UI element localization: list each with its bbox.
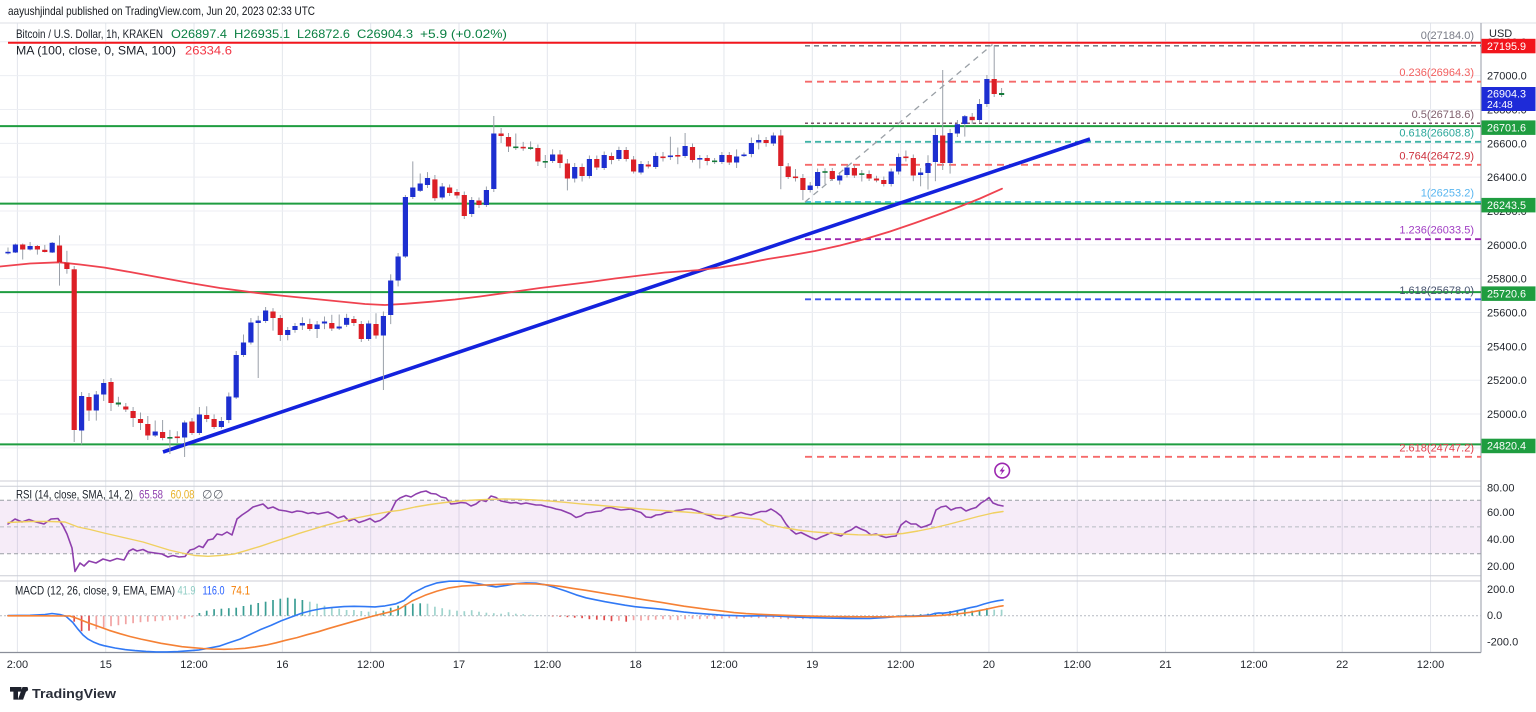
svg-text:26600.0: 26600.0 (1487, 138, 1527, 150)
svg-text:MA (100, close, 0, SMA, 100): MA (100, close, 0, SMA, 100) (16, 44, 176, 58)
svg-text:25720.6: 25720.6 (1487, 288, 1526, 300)
svg-text:41.9: 41.9 (178, 584, 196, 598)
svg-text:USD: USD (1489, 28, 1512, 40)
svg-text:60.08: 60.08 (171, 488, 195, 502)
svg-text:12:00: 12:00 (357, 659, 385, 671)
svg-text:0.236(26964.3): 0.236(26964.3) (1399, 67, 1474, 79)
svg-text:0(27184.0): 0(27184.0) (1421, 30, 1474, 42)
svg-text:24:48: 24:48 (1487, 100, 1513, 111)
svg-text:1.618(25678.0): 1.618(25678.0) (1399, 285, 1474, 297)
svg-text:27195.9: 27195.9 (1487, 41, 1526, 53)
svg-text:25000.0: 25000.0 (1487, 409, 1527, 421)
svg-text:26243.5: 26243.5 (1487, 200, 1526, 212)
svg-text:60.00: 60.00 (1487, 507, 1515, 519)
svg-text:2.618(24747.2): 2.618(24747.2) (1399, 442, 1474, 454)
svg-text:12:00: 12:00 (710, 659, 738, 671)
svg-text:80.00: 80.00 (1487, 483, 1515, 495)
svg-text:116.0: 116.0 (203, 584, 225, 598)
svg-text:24820.4: 24820.4 (1487, 441, 1526, 453)
svg-text:O26897.4: O26897.4 (171, 27, 227, 41)
svg-text:Bitcoin / U.S. Dollar, 1h, KRA: Bitcoin / U.S. Dollar, 1h, KRAKEN (16, 27, 163, 41)
svg-text:TradingView: TradingView (32, 686, 117, 701)
svg-text:27000.0: 27000.0 (1487, 71, 1527, 83)
svg-text:25400.0: 25400.0 (1487, 341, 1527, 353)
svg-text:74.1: 74.1 (231, 584, 250, 598)
svg-text:21: 21 (1159, 659, 1171, 671)
svg-text:aayushjindal published on Trad: aayushjindal published on TradingView.co… (8, 4, 315, 18)
svg-text:0.5(26718.6): 0.5(26718.6) (1412, 109, 1474, 121)
svg-text:25600.0: 25600.0 (1487, 308, 1527, 320)
svg-text:12:00: 12:00 (1240, 659, 1268, 671)
svg-text:12:00: 12:00 (180, 659, 208, 671)
svg-text:0.618(26608.8): 0.618(26608.8) (1399, 127, 1474, 139)
svg-text:L26872.6: L26872.6 (297, 27, 350, 41)
svg-text:1.236(26033.5): 1.236(26033.5) (1399, 225, 1474, 237)
svg-text:200.0: 200.0 (1487, 584, 1515, 596)
svg-text:C26904.3: C26904.3 (357, 27, 413, 41)
svg-text:0.0: 0.0 (1487, 610, 1502, 622)
svg-text:20: 20 (983, 659, 995, 671)
svg-text:18: 18 (630, 659, 642, 671)
svg-text:26400.0: 26400.0 (1487, 172, 1527, 184)
svg-text:22: 22 (1336, 659, 1348, 671)
svg-text:H26935.1: H26935.1 (234, 27, 290, 41)
svg-text:1(26253.2): 1(26253.2) (1421, 188, 1474, 200)
svg-text:12:00: 12:00 (1417, 659, 1445, 671)
svg-text:MACD (12, 26, close, 9, EMA, E: MACD (12, 26, close, 9, EMA, EMA) (15, 584, 175, 598)
svg-text:19: 19 (806, 659, 818, 671)
svg-text:25200.0: 25200.0 (1487, 375, 1527, 387)
svg-text:26904.3: 26904.3 (1487, 89, 1526, 101)
svg-text:0.764(26472.9): 0.764(26472.9) (1399, 150, 1474, 162)
svg-text:12:00: 12:00 (1063, 659, 1091, 671)
svg-text:25800.0: 25800.0 (1487, 274, 1527, 286)
svg-text:12:00: 12:00 (887, 659, 915, 671)
svg-text:∅: ∅ (213, 488, 223, 502)
svg-text:15: 15 (100, 659, 112, 671)
svg-text:26701.6: 26701.6 (1487, 122, 1526, 134)
svg-text:RSI (14, close, SMA, 14, 2): RSI (14, close, SMA, 14, 2) (16, 488, 133, 502)
svg-text:40.00: 40.00 (1487, 534, 1515, 546)
svg-text:17: 17 (453, 659, 465, 671)
svg-text:-200.0: -200.0 (1487, 637, 1518, 649)
svg-text:∅: ∅ (202, 488, 212, 502)
svg-text:26000.0: 26000.0 (1487, 240, 1527, 252)
svg-text:2:00: 2:00 (7, 659, 28, 671)
svg-text:16: 16 (276, 659, 288, 671)
svg-text:12:00: 12:00 (534, 659, 562, 671)
svg-text:20.00: 20.00 (1487, 561, 1515, 573)
svg-text:65.58: 65.58 (139, 488, 163, 502)
svg-text:26334.6: 26334.6 (185, 44, 232, 58)
svg-text:+5.9 (+0.02%): +5.9 (+0.02%) (420, 27, 507, 41)
